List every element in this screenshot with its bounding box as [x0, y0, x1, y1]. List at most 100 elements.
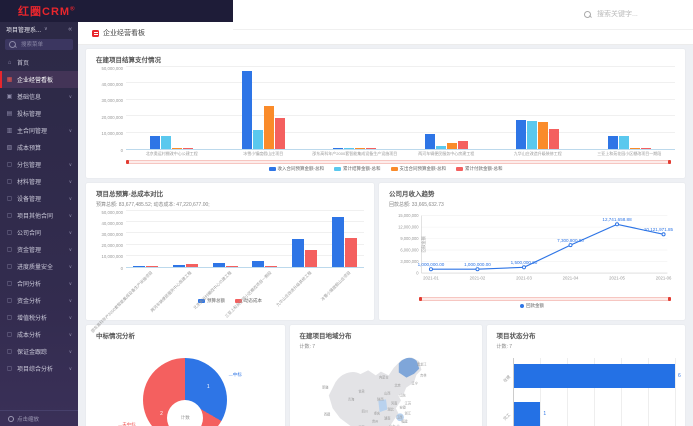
province-label: 黑龙江: [416, 362, 427, 367]
sidebar-item[interactable]: ▤ 投标管理: [0, 105, 78, 122]
global-search-input[interactable]: [595, 10, 665, 19]
home-icon: ⌂: [7, 59, 12, 66]
sidebar-item[interactable]: ▢ 项目其他合同 ∨: [0, 207, 78, 224]
y-tick-label: 30,000,000: [101, 231, 123, 237]
chart-title: 项目总预算-总成本对比: [96, 191, 164, 198]
chevron-down-icon: ∨: [68, 263, 72, 269]
y-tick-label: 10,000,000: [101, 254, 123, 260]
chart-title: 在建项目地域分布: [299, 333, 352, 340]
sidebar-item[interactable]: ▢ 成本分析 ∨: [0, 326, 78, 343]
legend-item[interactable]: 回款金额: [520, 303, 544, 309]
chevron-down-icon: ∨: [68, 297, 72, 303]
legend-item[interactable]: 累计付款金额-总和: [456, 166, 503, 172]
dashboard-icon: ▦: [6, 77, 13, 83]
bar: [513, 402, 541, 426]
svg-text:2021-06: 2021-06: [656, 276, 672, 281]
province-label: 重庆: [373, 411, 381, 415]
sidebar-item[interactable]: ▢ 项目综合分析 ∨: [0, 360, 78, 377]
sidebar-item-label: 资金分析: [17, 299, 42, 305]
dashboard-icon: [92, 29, 99, 37]
app-logo: 红圈CRM®: [18, 6, 76, 18]
bar: [366, 148, 377, 149]
subcontract-icon: ▢: [6, 162, 13, 168]
bar-value: 1: [543, 411, 547, 417]
x-tick-label: 冰雪小镇度假山庄项目: [243, 151, 284, 156]
sidebar-item[interactable]: ▢ 资金分析 ∨: [0, 292, 78, 309]
sidebar-item[interactable]: ▢ 合同分析 ∨: [0, 275, 78, 292]
project-selector[interactable]: 项目管理系... ∨ «: [0, 22, 78, 36]
sidebar-footer[interactable]: 点击缩放: [0, 410, 78, 426]
collapse-sidebar-icon[interactable]: «: [68, 25, 72, 33]
legend-item[interactable]: 累计结算金额-总和: [334, 166, 381, 172]
sidebar-item[interactable]: ▢ 材料管理 ∨: [0, 173, 78, 190]
province-label: 广东: [389, 423, 395, 426]
sidebar-menu: ⌂ 首页 ▦ 企业经营看板 ▣ 基础信息 ∨ ▤ 投标管理 ▥ 主合同管理 ∨ ▧ 成本预算 ▢ 分包管理 ∨ ▢…: [0, 54, 78, 410]
sidebar-item[interactable]: ▢ 资金管理 ∨: [0, 241, 78, 258]
bar: [640, 148, 651, 149]
sidebar-item[interactable]: ▢ 分包管理 ∨: [0, 156, 78, 173]
legend-item[interactable]: 收入合同预算金额-总和: [268, 166, 324, 172]
sidebar-item-label: 主合同管理: [17, 129, 48, 135]
svg-text:12,000,000: 12,000,000: [398, 225, 419, 230]
y-tick-label: 50,000,000: [101, 209, 123, 215]
info-icon: ▣: [6, 94, 13, 100]
chart-subtitle: 计数: 7: [299, 344, 316, 350]
sidebar-search[interactable]: [5, 39, 73, 50]
sidebar-item[interactable]: ⌂ 首页: [0, 54, 78, 71]
x-axis-labels: 北京奥运村棚改中心公建工程 冰雪小镇度假山庄项目 邵东高科年产2000套智能集成设备…: [126, 150, 675, 157]
bar: [265, 266, 278, 267]
province-label: 吉林: [420, 373, 427, 378]
highlighted-province-shaanxi[interactable]: [377, 399, 387, 413]
contract-analysis-icon: ▢: [6, 281, 13, 287]
chart-legend: 收入合同预算金额-总和 累计结算金额-总和 支出合同预算金额-总和 累计付款金额-总和: [96, 166, 675, 172]
y-tick-label: 10,000,000: [101, 131, 123, 137]
y-tick-label: 0: [120, 147, 123, 153]
sidebar-item[interactable]: ▦ 企业经营看板: [0, 71, 78, 88]
chevron-down-icon: ∨: [68, 161, 72, 167]
sidebar-item-label: 基础信息: [17, 95, 42, 101]
legend-item[interactable]: 动态成本: [235, 298, 262, 304]
chevron-down-icon: ∨: [68, 195, 72, 201]
legend-item[interactable]: 支出合同预算金额-总和: [390, 166, 446, 172]
bar: [629, 147, 640, 149]
card-budget-chart: 项目总预算-总成本对比 预算总额: 83,677,485.52; 动态成本: 4…: [86, 183, 374, 334]
y-axis-labels: 在建 完工: [497, 358, 513, 426]
legend-label: 累计付款金额-总和: [465, 166, 503, 171]
page-title: 企业经营看板: [103, 30, 145, 37]
sidebar-item-label: 项目综合分析: [17, 367, 54, 373]
bar: [607, 135, 618, 149]
svg-text:9,000,000: 9,000,000: [400, 236, 419, 241]
bar: [513, 364, 675, 388]
highlighted-province-zhejiang[interactable]: [395, 413, 404, 422]
china-outline: [327, 356, 422, 426]
sidebar-item[interactable]: ▣ 基础信息 ∨: [0, 88, 78, 105]
datazoom-slider[interactable]: [126, 160, 671, 164]
sidebar-search-input[interactable]: [19, 40, 69, 49]
highlighted-province-heilongjiang[interactable]: [398, 357, 419, 378]
global-search[interactable]: [584, 10, 665, 19]
legend-label: 累计结算金额-总和: [343, 166, 381, 171]
sidebar-item[interactable]: ▢ 增值税分析 ∨: [0, 309, 78, 326]
svg-text:1,000,000.00: 1,000,000.00: [418, 262, 445, 267]
sidebar-item-label: 合同分析: [17, 282, 42, 288]
legend-label: 回款金额: [526, 303, 544, 308]
sidebar-item[interactable]: ▢ 保证金跟踪 ∨: [0, 343, 78, 360]
zoom-icon: [8, 415, 14, 422]
sidebar-item-label: 设备管理: [17, 197, 42, 203]
legend-item[interactable]: 预算总额: [198, 298, 225, 304]
bar: [344, 237, 357, 267]
sidebar-item[interactable]: ▢ 公司合同 ∨: [0, 224, 78, 241]
chart-subtitle: 预算总额: 83,677,485.52; 动态成本: 47,220,677.00…: [96, 202, 210, 208]
province-label: 北京: [394, 383, 401, 388]
sidebar-item[interactable]: ▢ 设备管理 ∨: [0, 190, 78, 207]
funds-analysis-icon: ▢: [6, 298, 13, 304]
sidebar-item[interactable]: ▥ 主合同管理 ∨: [0, 122, 78, 139]
x-tick-label: 邵东高科年产2000套智能集成设备生产设施项目: [312, 151, 398, 156]
sidebar-item[interactable]: ▢ 进度质量安全 ∨: [0, 258, 78, 275]
bar: [241, 71, 252, 149]
sidebar-item[interactable]: ▧ 成本预算: [0, 139, 78, 156]
chart-title: 在建项目结算支付情况: [96, 57, 161, 64]
svg-text:15,000,000: 15,000,000: [398, 213, 419, 218]
datazoom-slider[interactable]: [419, 297, 671, 301]
chevron-down-icon: ∨: [68, 365, 72, 371]
